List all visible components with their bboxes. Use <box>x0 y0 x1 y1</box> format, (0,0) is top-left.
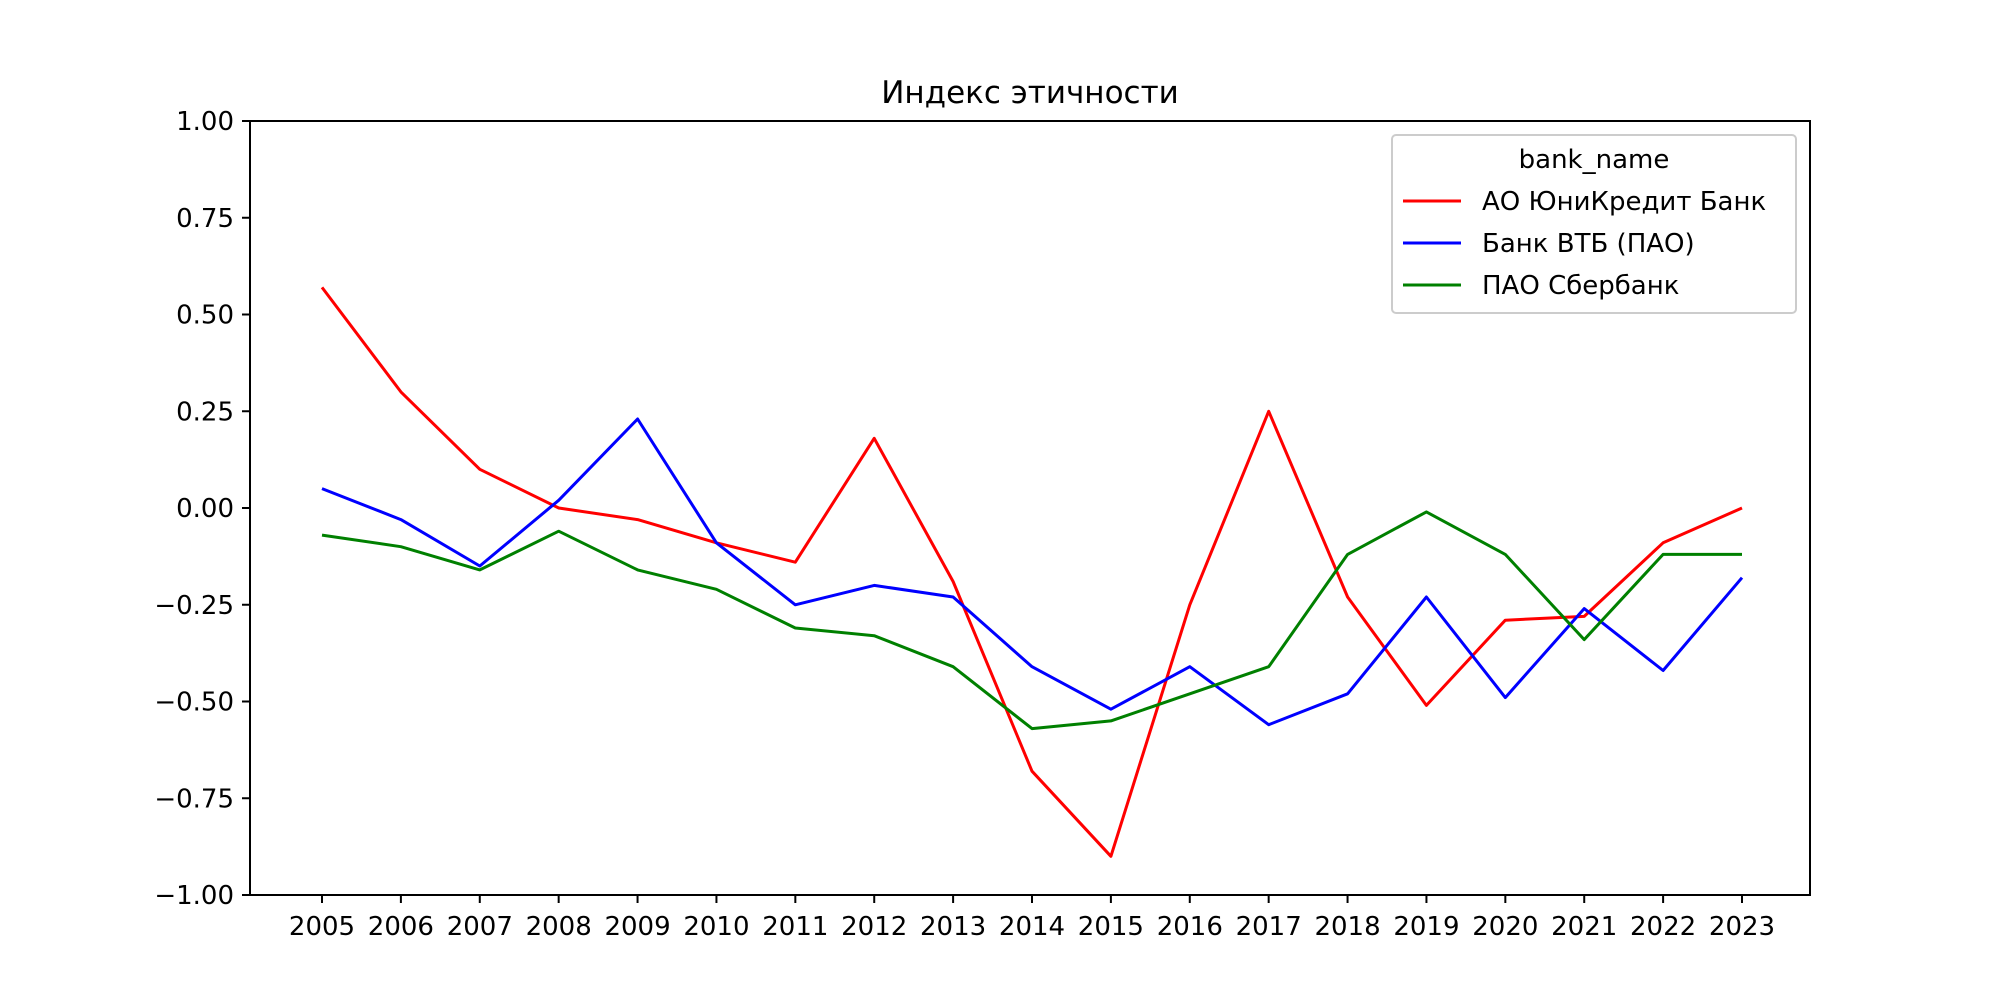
x-tick-label: 2016 <box>1157 912 1223 942</box>
x-tick-label: 2015 <box>1078 912 1144 942</box>
x-tick-label: 2006 <box>368 912 434 942</box>
x-tick-label: 2017 <box>1236 912 1302 942</box>
legend-items: АО ЮниКредит Банк Банк ВТБ (ПАО) ПАО Сберб… <box>1403 187 1766 301</box>
legend-label: ПАО Сбербанк <box>1482 271 1679 301</box>
series-line-2 <box>321 510 1742 731</box>
legend-title: bank_name <box>1519 145 1670 175</box>
x-tick-label: 2023 <box>1709 912 1775 942</box>
x-tick-label: 2013 <box>920 912 986 942</box>
x-tick-label: 2011 <box>762 912 828 942</box>
legend-box <box>1391 134 1797 314</box>
x-tick-label: 2019 <box>1393 912 1459 942</box>
y-tick-label: 1.00 <box>176 107 234 137</box>
legend-label: АО ЮниКредит Банк <box>1482 187 1766 217</box>
y-tick-label: −1.00 <box>154 881 234 911</box>
x-tick-label: 2005 <box>289 912 355 942</box>
series-line-0 <box>320 286 1743 858</box>
legend: bank_name АО ЮниКредит Банк Банк ВТБ (ПАО… <box>1391 134 1797 314</box>
series-layer <box>320 286 1744 858</box>
x-tick-label: 2007 <box>447 912 513 942</box>
ticks-layer: 2005 2006 2007 2008 2009 2010 2011 2012 2013 2014… <box>154 107 1775 942</box>
x-tick-label: 2009 <box>604 912 670 942</box>
legend-label: Банк ВТБ (ПАО) <box>1482 229 1695 259</box>
x-tick-label: 2020 <box>1472 912 1538 942</box>
y-tick-label: 0.00 <box>176 494 234 524</box>
x-tick-label: 2018 <box>1314 912 1380 942</box>
x-tick-label: 2008 <box>526 912 592 942</box>
chart-title: Индекс этичности <box>881 75 1179 111</box>
x-tick-label: 2010 <box>683 912 749 942</box>
series-line-1 <box>321 417 1744 727</box>
y-tick-label: −0.50 <box>154 688 234 718</box>
y-tick-label: −0.25 <box>154 591 234 621</box>
x-tick-label: 2014 <box>999 912 1065 942</box>
y-tick-label: 0.50 <box>176 301 234 331</box>
y-tick-label: 0.25 <box>176 397 234 427</box>
x-tick-label: 2021 <box>1551 912 1617 942</box>
y-tick-label: 0.75 <box>176 204 234 234</box>
y-tick-label: −0.75 <box>154 784 234 814</box>
x-tick-label: 2022 <box>1630 912 1696 942</box>
x-tick-label: 2012 <box>841 912 907 942</box>
